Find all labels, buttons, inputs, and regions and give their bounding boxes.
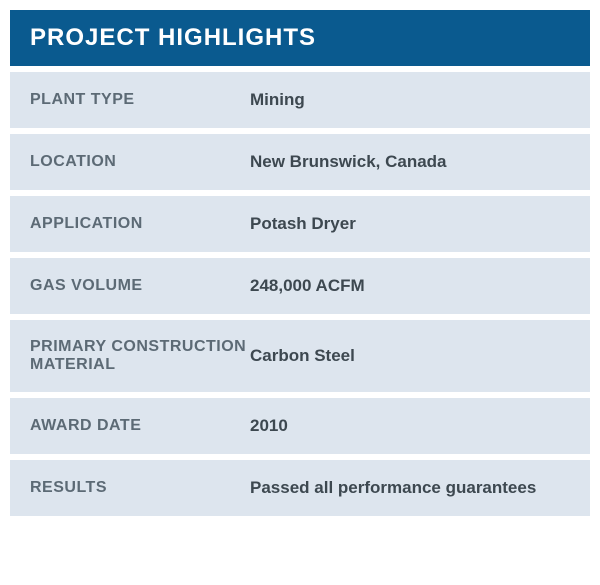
table-row: LOCATIONNew Brunswick, Canada <box>10 134 590 190</box>
table-row: RESULTSPassed all performance guarantees <box>10 460 590 516</box>
table-row: APPLICATIONPotash Dryer <box>10 196 590 252</box>
row-value: Potash Dryer <box>250 214 570 234</box>
row-label: APPLICATION <box>30 215 250 233</box>
row-value: 248,000 ACFM <box>250 276 570 296</box>
row-label: RESULTS <box>30 479 250 497</box>
table-row: PLANT TYPEMining <box>10 72 590 128</box>
row-label: GAS VOLUME <box>30 277 250 295</box>
row-label: LOCATION <box>30 153 250 171</box>
row-value: New Brunswick, Canada <box>250 152 570 172</box>
table-title: PROJECT HIGHLIGHTS <box>30 24 316 51</box>
table-body: PLANT TYPEMining LOCATIONNew Brunswick, C… <box>10 72 590 516</box>
row-value: 2010 <box>250 416 570 436</box>
row-label: AWARD DATE <box>30 417 250 435</box>
row-value: Mining <box>250 90 570 110</box>
row-label: PLANT TYPE <box>30 91 250 109</box>
table-header: PROJECT HIGHLIGHTS <box>10 10 590 66</box>
table-row: PRIMARY CONSTRUCTION MATERIALCarbon Stee… <box>10 320 590 392</box>
table-row: AWARD DATE2010 <box>10 398 590 454</box>
row-label: PRIMARY CONSTRUCTION MATERIAL <box>30 338 250 374</box>
row-value: Passed all performance guarantees <box>250 478 570 498</box>
project-highlights-table: PROJECT HIGHLIGHTS PLANT TYPEMining LOCAT… <box>10 10 590 516</box>
table-row: GAS VOLUME248,000 ACFM <box>10 258 590 314</box>
row-value: Carbon Steel <box>250 346 570 366</box>
